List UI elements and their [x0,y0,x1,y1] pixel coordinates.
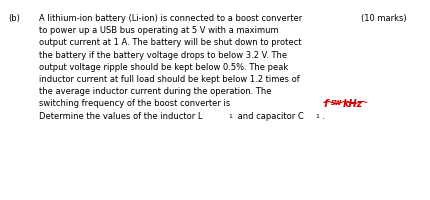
Text: f: f [323,98,327,108]
Text: output voltage ripple should be kept below 0.5%. The peak: output voltage ripple should be kept bel… [39,62,288,71]
Text: to power up a USB bus operating at 5 V with a maximum: to power up a USB bus operating at 5 V w… [39,26,278,35]
Text: 1: 1 [315,113,318,118]
Text: .: . [321,111,323,120]
Text: Determine the values of the inductor L: Determine the values of the inductor L [39,111,202,120]
Text: 1: 1 [228,113,232,118]
Text: and capacitor C: and capacitor C [234,111,303,120]
Text: (10 marks): (10 marks) [360,14,406,23]
Text: inductor current at full load should be kept below 1.2 times of: inductor current at full load should be … [39,75,299,84]
Text: (b): (b) [8,14,20,23]
Text: output current at 1 A. The battery will be shut down to protect: output current at 1 A. The battery will … [39,38,301,47]
Text: kHz: kHz [342,98,362,108]
Text: switching frequency of the boost converter is: switching frequency of the boost convert… [39,99,232,108]
Text: the average inductor current during the operation. The: the average inductor current during the … [39,87,271,96]
Text: sw: sw [331,98,342,107]
Text: the battery if the battery voltage drops to below 3.2 V. The: the battery if the battery voltage drops… [39,50,286,59]
Text: A lithium-ion battery (Li-ion) is connected to a boost converter: A lithium-ion battery (Li-ion) is connec… [39,14,301,23]
